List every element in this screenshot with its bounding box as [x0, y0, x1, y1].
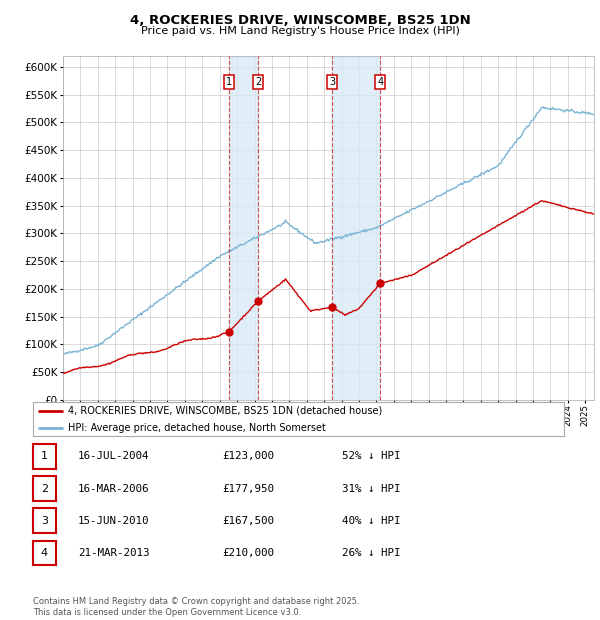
Text: 2: 2 [41, 484, 48, 494]
Text: HPI: Average price, detached house, North Somerset: HPI: Average price, detached house, Nort… [68, 423, 325, 433]
Text: 52% ↓ HPI: 52% ↓ HPI [342, 451, 401, 461]
Text: £177,950: £177,950 [222, 484, 274, 494]
Text: 31% ↓ HPI: 31% ↓ HPI [342, 484, 401, 494]
Text: 4: 4 [377, 77, 383, 87]
Text: 4: 4 [41, 548, 48, 558]
Text: 4, ROCKERIES DRIVE, WINSCOMBE, BS25 1DN (detached house): 4, ROCKERIES DRIVE, WINSCOMBE, BS25 1DN … [68, 406, 382, 416]
Text: 3: 3 [41, 516, 48, 526]
Text: 3: 3 [329, 77, 335, 87]
Text: £123,000: £123,000 [222, 451, 274, 461]
Text: 40% ↓ HPI: 40% ↓ HPI [342, 516, 401, 526]
Text: 26% ↓ HPI: 26% ↓ HPI [342, 548, 401, 558]
Text: £167,500: £167,500 [222, 516, 274, 526]
Text: 1: 1 [41, 451, 48, 461]
Text: £210,000: £210,000 [222, 548, 274, 558]
Text: 15-JUN-2010: 15-JUN-2010 [78, 516, 149, 526]
Text: 21-MAR-2013: 21-MAR-2013 [78, 548, 149, 558]
Text: Contains HM Land Registry data © Crown copyright and database right 2025.
This d: Contains HM Land Registry data © Crown c… [33, 598, 359, 617]
Text: 1: 1 [226, 77, 232, 87]
Text: 4, ROCKERIES DRIVE, WINSCOMBE, BS25 1DN: 4, ROCKERIES DRIVE, WINSCOMBE, BS25 1DN [130, 14, 470, 27]
Text: 16-MAR-2006: 16-MAR-2006 [78, 484, 149, 494]
Bar [332, 56, 380, 400]
Bar [229, 56, 258, 400]
Text: 16-JUL-2004: 16-JUL-2004 [78, 451, 149, 461]
Text: 2: 2 [255, 77, 261, 87]
Text: Price paid vs. HM Land Registry's House Price Index (HPI): Price paid vs. HM Land Registry's House … [140, 26, 460, 36]
